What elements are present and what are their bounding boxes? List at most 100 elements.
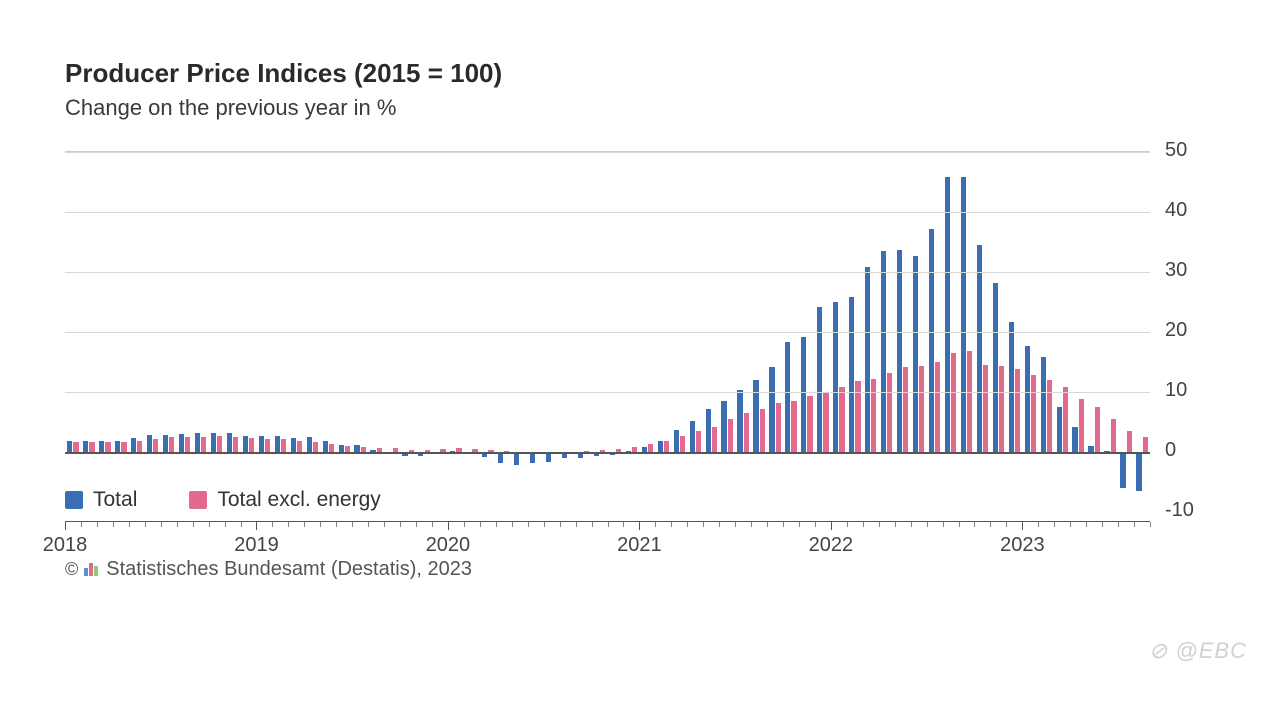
bar-total-excl-energy: [105, 442, 110, 452]
x-tick-major: [448, 522, 449, 530]
bar-total: [785, 342, 790, 452]
x-tick-minor: [1150, 522, 1151, 527]
x-tick-minor: [719, 522, 720, 527]
x-tick-minor: [895, 522, 896, 527]
bar-total-excl-energy: [1127, 431, 1132, 452]
bar-total-excl-energy: [201, 437, 206, 452]
bar-total-excl-energy: [760, 409, 765, 452]
bar-total: [275, 436, 280, 452]
x-tick-minor: [655, 522, 656, 527]
bar-total: [1136, 452, 1141, 491]
y-tick-label: 10: [1165, 379, 1215, 402]
bar-total-excl-energy: [696, 431, 701, 452]
bar-total: [307, 437, 312, 452]
x-tick-minor: [1038, 522, 1039, 527]
bar-total-excl-energy: [73, 442, 78, 452]
bar-total-excl-energy: [919, 366, 924, 452]
bar-total-excl-energy: [871, 379, 876, 452]
x-tick-minor: [959, 522, 960, 527]
bar-total: [801, 337, 806, 452]
x-tick-minor: [592, 522, 593, 527]
bar-total-excl-energy: [137, 441, 142, 452]
x-tick-minor: [608, 522, 609, 527]
bar-total: [817, 307, 822, 452]
x-tick-minor: [384, 522, 385, 527]
bar-total-excl-energy: [951, 353, 956, 452]
source-text: Statistisches Bundesamt (Destatis), 2023: [106, 558, 472, 581]
x-tick-minor: [209, 522, 210, 527]
bar-total-excl-energy: [712, 427, 717, 452]
bar-total: [674, 430, 679, 452]
bar-total: [115, 441, 120, 452]
zero-baseline: [65, 452, 1150, 454]
x-tick-label: 2022: [809, 534, 854, 557]
bar-total-excl-energy: [935, 362, 940, 452]
bar-total: [753, 380, 758, 452]
bar-total-excl-energy: [903, 367, 908, 452]
bar-total-excl-energy: [807, 396, 812, 452]
x-tick-minor: [464, 522, 465, 527]
x-tick-label: 2018: [43, 534, 88, 557]
x-tick-minor: [177, 522, 178, 527]
x-tick-minor: [735, 522, 736, 527]
bar-total-excl-energy: [89, 442, 94, 452]
x-tick-minor: [480, 522, 481, 527]
bar-total: [993, 283, 998, 452]
bar-total-excl-energy: [999, 366, 1004, 452]
chart-title: Producer Price Indices (2015 = 100): [65, 58, 1205, 89]
gridline: [65, 212, 1150, 213]
x-tick-minor: [97, 522, 98, 527]
bar-total-excl-energy: [169, 437, 174, 452]
x-tick-minor: [1054, 522, 1055, 527]
gridline: [65, 152, 1150, 153]
x-tick-minor: [974, 522, 975, 527]
y-tick-label: 0: [1165, 439, 1215, 462]
bar-total-excl-energy: [680, 436, 685, 452]
bar-total: [163, 435, 168, 452]
x-tick-minor: [544, 522, 545, 527]
bar-total-excl-energy: [1095, 407, 1100, 452]
bar-total-excl-energy: [823, 392, 828, 452]
x-tick-major: [831, 522, 832, 530]
x-tick-minor: [1118, 522, 1119, 527]
x-tick-minor: [193, 522, 194, 527]
bar-total-excl-energy: [249, 438, 254, 452]
bar-total: [514, 452, 519, 465]
bar-total: [227, 433, 232, 452]
y-tick-label: 50: [1165, 139, 1215, 162]
x-tick-minor: [368, 522, 369, 527]
x-tick-minor: [336, 522, 337, 527]
x-tick-minor: [241, 522, 242, 527]
legend: TotalTotal excl. energy: [65, 488, 381, 512]
bar-total: [1009, 322, 1014, 452]
bar-total: [865, 267, 870, 452]
gridline: [65, 392, 1150, 393]
bar-total: [977, 245, 982, 452]
bar-total-excl-energy: [791, 401, 796, 452]
x-tick-minor: [512, 522, 513, 527]
bar-total: [259, 436, 264, 452]
bar-total-excl-energy: [839, 387, 844, 452]
x-tick-minor: [560, 522, 561, 527]
bar-total-excl-energy: [1015, 369, 1020, 452]
bar-total: [1057, 407, 1062, 452]
bar-total-excl-energy: [121, 442, 126, 452]
bar-total-excl-energy: [744, 413, 749, 452]
x-tick-minor: [432, 522, 433, 527]
x-tick-minor: [927, 522, 928, 527]
x-tick-major: [65, 522, 66, 530]
bar-total: [498, 452, 503, 463]
bar-total-excl-energy: [1031, 375, 1036, 452]
bar-total-excl-energy: [297, 441, 302, 452]
bar-total: [195, 433, 200, 452]
y-tick-label: 30: [1165, 259, 1215, 282]
y-tick-label: 40: [1165, 199, 1215, 222]
x-tick-minor: [1006, 522, 1007, 527]
bar-total-excl-energy: [1047, 380, 1052, 452]
x-tick-minor: [879, 522, 880, 527]
bar-total: [1120, 452, 1125, 488]
destatis-logo-icon: [84, 563, 98, 576]
x-tick-minor: [863, 522, 864, 527]
copyright-icon: ©: [65, 559, 78, 580]
bar-total-excl-energy: [887, 373, 892, 452]
